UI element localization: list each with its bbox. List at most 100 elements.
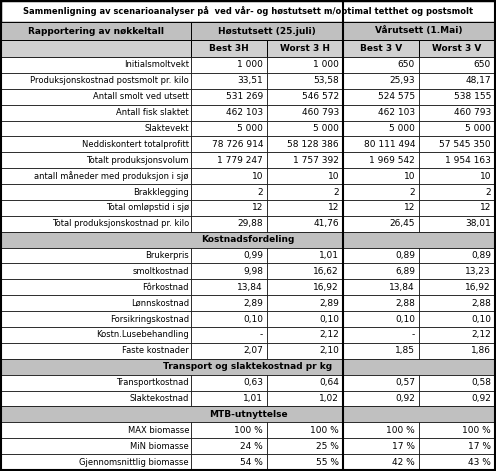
Text: Brukerpris: Brukerpris — [145, 251, 189, 260]
Text: 0,63: 0,63 — [243, 378, 263, 387]
Text: Rapportering av nøkkeltall: Rapportering av nøkkeltall — [28, 26, 164, 35]
Bar — [1, 295, 191, 311]
Text: 16,62: 16,62 — [313, 267, 339, 276]
Bar — [419, 184, 495, 200]
Bar — [1, 406, 495, 422]
Bar — [419, 137, 495, 152]
Bar — [191, 422, 267, 438]
Bar — [191, 152, 267, 168]
Text: Totalt produksjonsvolum: Totalt produksjonsvolum — [86, 156, 189, 165]
Bar — [419, 438, 495, 454]
Text: 2: 2 — [486, 187, 491, 196]
Text: 1,01: 1,01 — [319, 251, 339, 260]
Bar — [343, 152, 419, 168]
Text: 12: 12 — [480, 203, 491, 212]
Text: 2,12: 2,12 — [319, 331, 339, 340]
Text: 5 000: 5 000 — [313, 124, 339, 133]
Text: 16,92: 16,92 — [313, 283, 339, 292]
Text: 1 779 247: 1 779 247 — [217, 156, 263, 165]
Text: 12: 12 — [251, 203, 263, 212]
Text: MiN biomasse: MiN biomasse — [130, 442, 189, 451]
Bar — [267, 454, 343, 470]
Text: 1 757 392: 1 757 392 — [293, 156, 339, 165]
Bar — [419, 248, 495, 263]
Text: 650: 650 — [398, 60, 415, 69]
Bar — [1, 152, 191, 168]
Bar — [343, 454, 419, 470]
Text: MAX biomasse: MAX biomasse — [127, 426, 189, 435]
Text: 531 269: 531 269 — [226, 92, 263, 101]
Text: Worst 3 H: Worst 3 H — [280, 44, 330, 53]
Bar — [267, 105, 343, 121]
Text: 0,10: 0,10 — [243, 315, 263, 324]
Bar — [419, 40, 495, 57]
Text: Antall fisk slaktet: Antall fisk slaktet — [117, 108, 189, 117]
Bar — [191, 57, 267, 73]
Text: Faste kostnader: Faste kostnader — [122, 346, 189, 355]
Text: Total omløpstid i sjø: Total omløpstid i sjø — [106, 203, 189, 212]
Text: 460 793: 460 793 — [302, 108, 339, 117]
Bar — [419, 263, 495, 279]
Bar — [267, 279, 343, 295]
Text: 0,89: 0,89 — [395, 251, 415, 260]
Text: 78 726 914: 78 726 914 — [211, 140, 263, 149]
Bar — [1, 311, 191, 327]
Text: 10: 10 — [480, 171, 491, 181]
Bar — [419, 390, 495, 406]
Bar — [343, 295, 419, 311]
Bar — [1, 343, 191, 359]
Text: 1,02: 1,02 — [319, 394, 339, 403]
Bar — [343, 327, 419, 343]
Bar — [191, 263, 267, 279]
Text: 42 %: 42 % — [392, 457, 415, 467]
Text: 462 103: 462 103 — [226, 108, 263, 117]
Bar — [191, 22, 343, 40]
Bar — [419, 200, 495, 216]
Text: Slaktekostnad: Slaktekostnad — [129, 394, 189, 403]
Bar — [267, 295, 343, 311]
Text: 5 000: 5 000 — [237, 124, 263, 133]
Text: 12: 12 — [328, 203, 339, 212]
Bar — [1, 57, 191, 73]
Bar — [191, 216, 267, 232]
Bar — [191, 40, 267, 57]
Text: 524 575: 524 575 — [378, 92, 415, 101]
Bar — [419, 216, 495, 232]
Text: 2: 2 — [409, 187, 415, 196]
Text: Best 3 V: Best 3 V — [360, 44, 402, 53]
Text: 80 111 494: 80 111 494 — [364, 140, 415, 149]
Text: 1 000: 1 000 — [237, 60, 263, 69]
Bar — [419, 89, 495, 105]
Bar — [419, 375, 495, 390]
Text: 9,98: 9,98 — [243, 267, 263, 276]
Bar — [343, 438, 419, 454]
Bar — [267, 152, 343, 168]
Text: 25 %: 25 % — [316, 442, 339, 451]
Bar — [1, 137, 191, 152]
Text: 2,88: 2,88 — [471, 299, 491, 308]
Text: 48,17: 48,17 — [465, 76, 491, 85]
Text: Gjennomsnittlig biomasse: Gjennomsnittlig biomasse — [79, 457, 189, 467]
Bar — [419, 422, 495, 438]
Text: 0,92: 0,92 — [395, 394, 415, 403]
Bar — [191, 311, 267, 327]
Text: 17 %: 17 % — [468, 442, 491, 451]
Bar — [191, 390, 267, 406]
Bar — [191, 89, 267, 105]
Bar — [1, 121, 191, 137]
Bar — [267, 390, 343, 406]
Bar — [419, 168, 495, 184]
Text: 650: 650 — [474, 60, 491, 69]
Bar — [191, 105, 267, 121]
Bar — [343, 248, 419, 263]
Text: 10: 10 — [404, 171, 415, 181]
Text: 6,89: 6,89 — [395, 267, 415, 276]
Text: MTB-utnyttelse: MTB-utnyttelse — [209, 410, 287, 419]
Text: 57 545 350: 57 545 350 — [439, 140, 491, 149]
Bar — [1, 454, 191, 470]
Bar — [1, 422, 191, 438]
Bar — [267, 57, 343, 73]
Bar — [343, 73, 419, 89]
Bar — [343, 263, 419, 279]
Bar — [191, 438, 267, 454]
